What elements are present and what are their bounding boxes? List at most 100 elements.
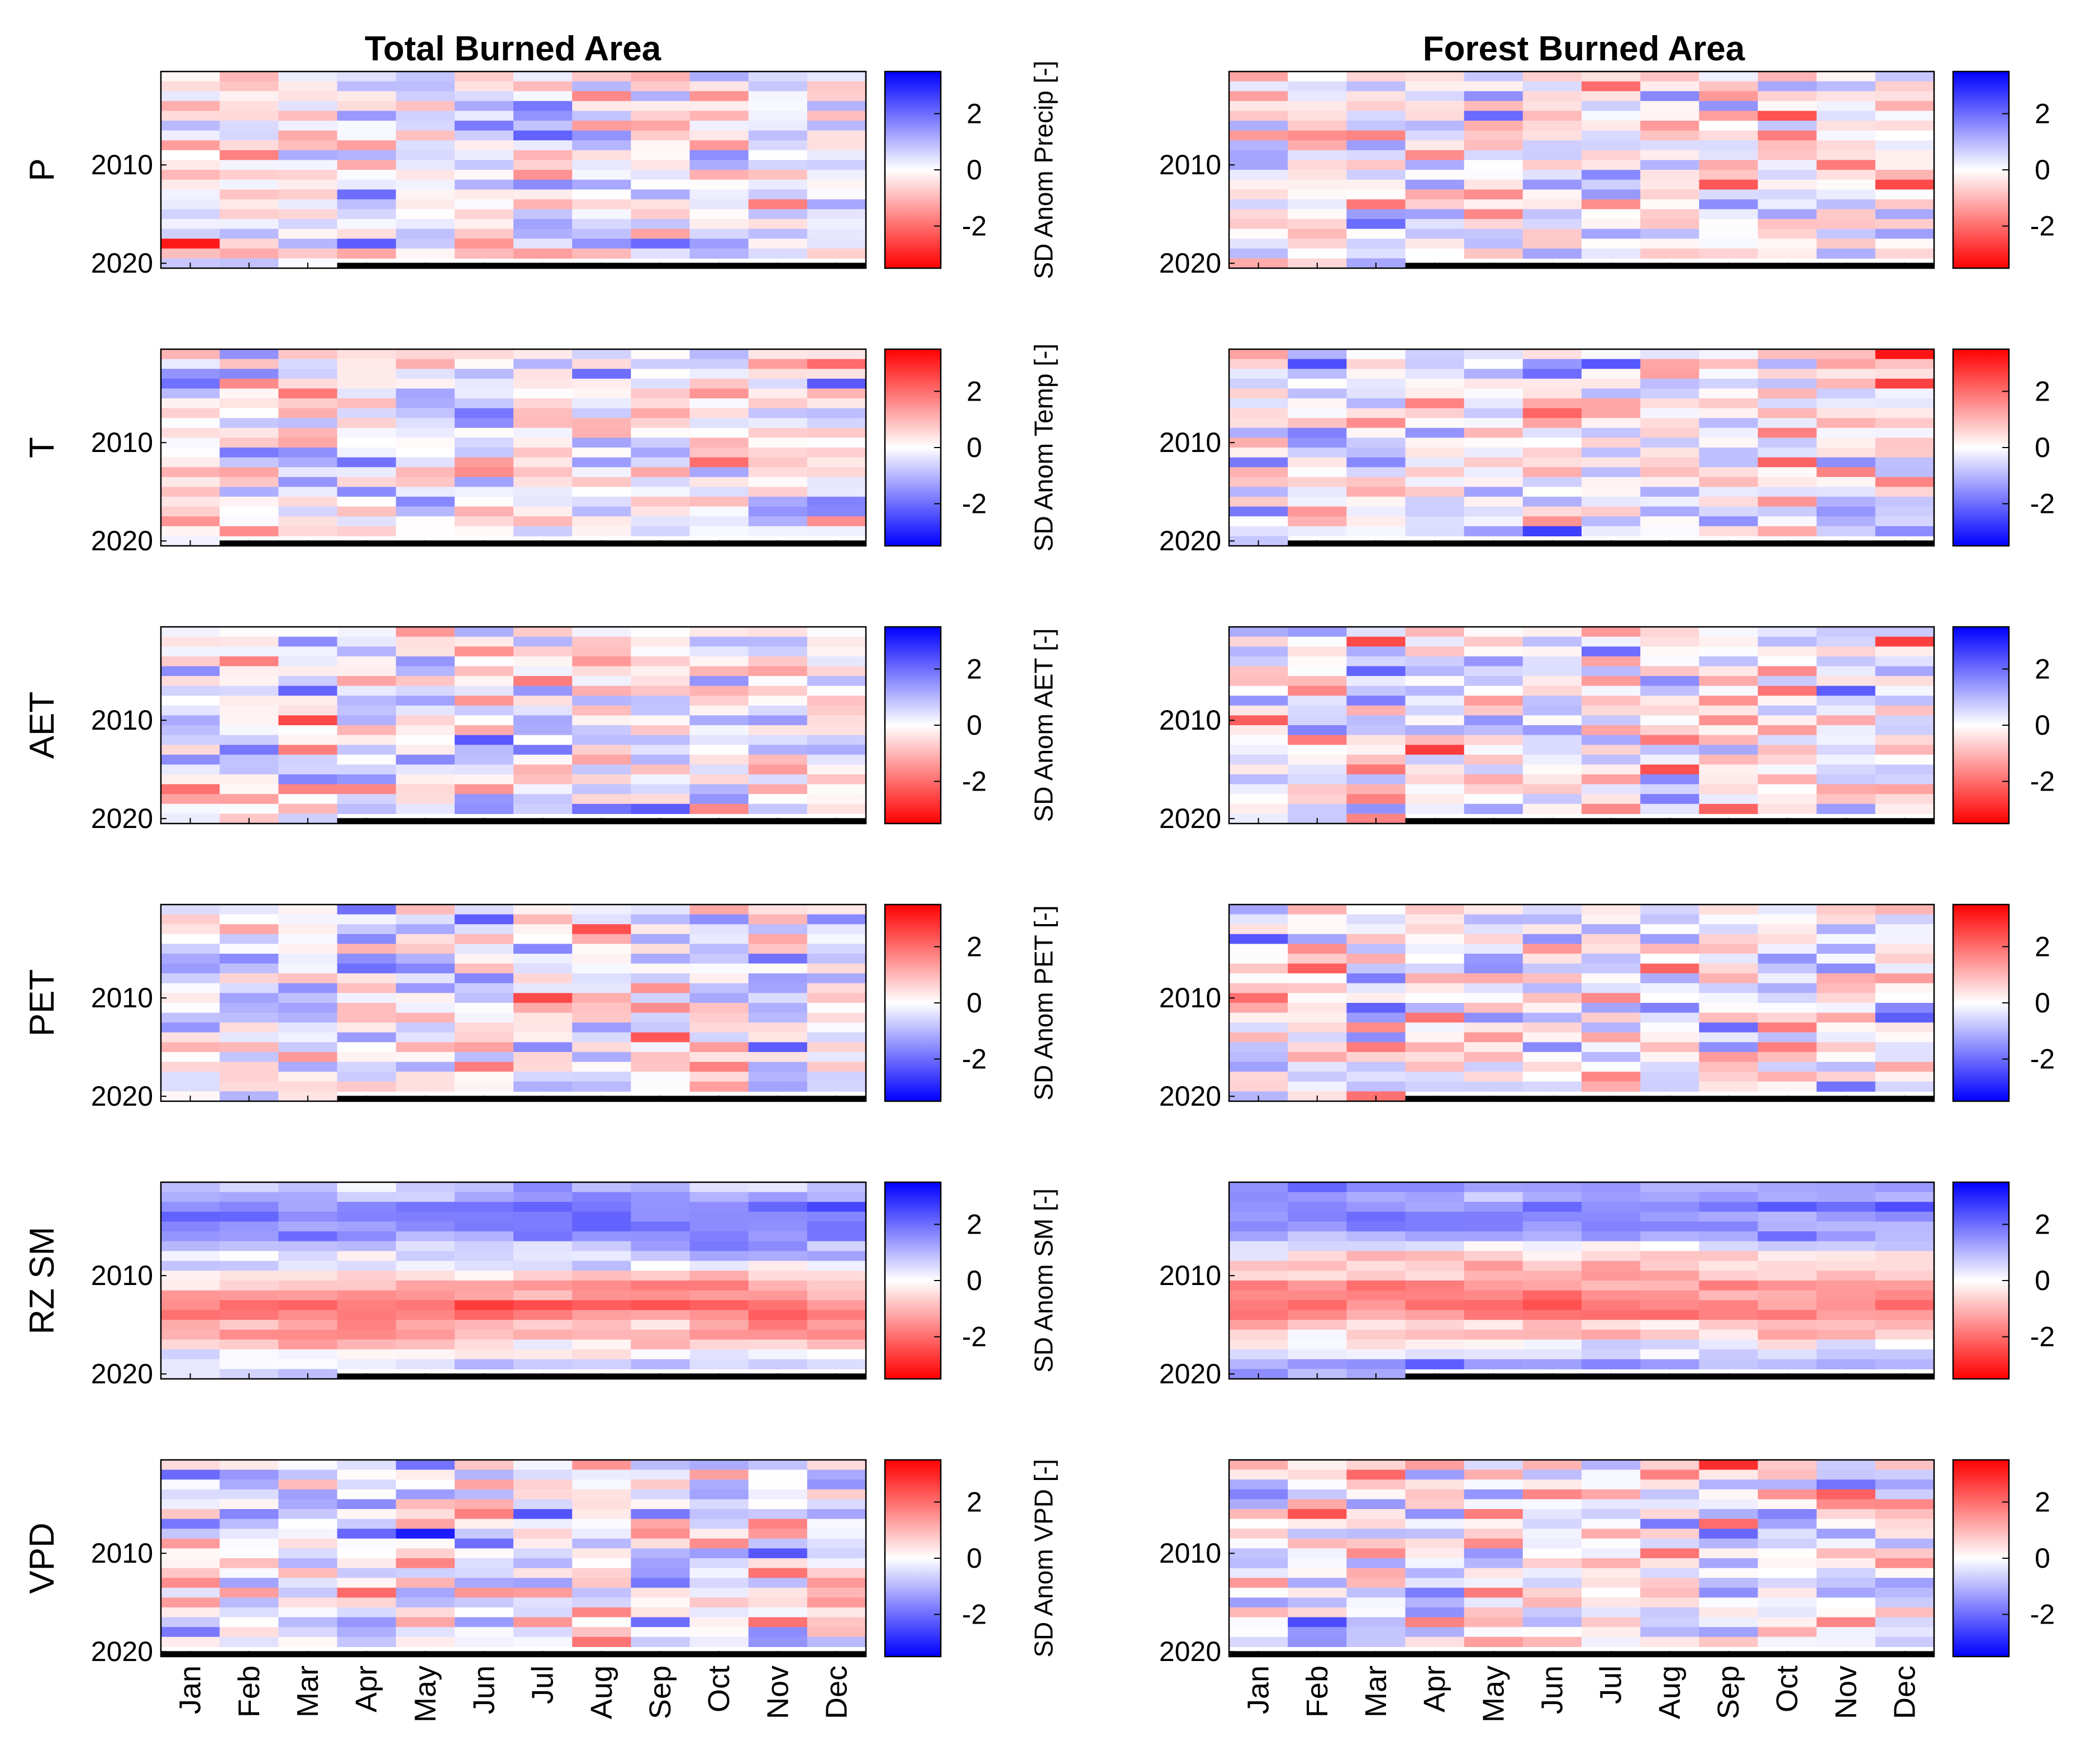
- heatmap-cell: [1758, 1519, 1817, 1529]
- heatmap-cell: [337, 388, 397, 399]
- heatmap-cell: [631, 705, 691, 716]
- heatmap-cell: [396, 388, 455, 399]
- heatmap-cell: [1229, 199, 1288, 210]
- heatmap-cell: [1640, 516, 1699, 527]
- heatmap-cell: [1699, 229, 1759, 239]
- heatmap-cell: [1875, 1072, 1935, 1082]
- heatmap-cell: [1875, 636, 1935, 647]
- heatmap-cell: [807, 627, 866, 637]
- heatmap-cell: [1640, 983, 1699, 993]
- heatmap-cell: [807, 140, 866, 151]
- heatmap-cell: [396, 696, 455, 706]
- heatmap-cell: [572, 1538, 631, 1549]
- heatmap-cell: [807, 239, 866, 249]
- heatmap-cell: [513, 1290, 573, 1301]
- heatmap-cell: [1875, 764, 1935, 775]
- heatmap-cell: [1699, 418, 1759, 429]
- heatmap-cell: [220, 1636, 279, 1647]
- heatmap-cell: [513, 189, 573, 200]
- heatmap-cell: [1229, 1529, 1288, 1539]
- heatmap-cell: [220, 1270, 279, 1281]
- heatmap-cell: [1875, 91, 1935, 102]
- heatmap-cell: [396, 111, 455, 121]
- heatmap-cell: [1816, 914, 1876, 925]
- heatmap-cell: [1346, 1529, 1406, 1539]
- heatmap-cell: [1229, 477, 1288, 487]
- heatmap-cell: [1405, 349, 1465, 360]
- heatmap-cell: [1640, 199, 1699, 210]
- heatmap-cell: [748, 229, 808, 239]
- heatmap-cell: [1229, 905, 1288, 915]
- heatmap-cell: [220, 1359, 279, 1369]
- heatmap-cell: [748, 248, 808, 259]
- heatmap-cell: [513, 121, 573, 131]
- heatmap-cell: [337, 963, 397, 974]
- heatmap-cell: [513, 1538, 573, 1549]
- heatmap-cell: [1758, 627, 1817, 637]
- heatmap-cell: [689, 1529, 749, 1539]
- heatmap-cell: [337, 1310, 397, 1320]
- heatmap-cell: [1582, 457, 1641, 468]
- heatmap-cell: [1464, 1072, 1523, 1082]
- heatmap-cell: [161, 656, 220, 667]
- heatmap-cell: [1522, 1509, 1582, 1520]
- heatmap-cell: [337, 993, 397, 1003]
- heatmap-cell: [1288, 1270, 1347, 1281]
- month-label-jan: Jan: [174, 1665, 207, 1714]
- heatmap-cell: [1229, 418, 1288, 429]
- month-label-apr: Apr: [1418, 1665, 1451, 1712]
- colorbar: [1952, 1181, 2010, 1380]
- heatmap-cell: [278, 150, 338, 160]
- panel-frame: [160, 626, 867, 825]
- heatmap-cell: [1582, 705, 1641, 716]
- heatmap-cell: [513, 408, 573, 418]
- heatmap-cell: [807, 1062, 866, 1072]
- heatmap-cell: [1464, 686, 1523, 696]
- heatmap-cell: [631, 487, 691, 497]
- heatmap-cell: [1816, 1012, 1876, 1023]
- heatmap-cell: [689, 91, 749, 102]
- heatmap-cell: [748, 1003, 808, 1013]
- heatmap-cell: [1288, 1578, 1347, 1588]
- heatmap-cell: [220, 467, 279, 478]
- heatmap-cell: [572, 497, 631, 507]
- heatmap-cell: [1875, 349, 1935, 360]
- heatmap-cell: [1816, 349, 1876, 360]
- heatmap-cell: [1522, 1330, 1582, 1340]
- heatmap-cell: [337, 1558, 397, 1569]
- column-titles: Total Burned Area Forest Burned Area: [365, 30, 1745, 68]
- heatmap-cell: [1464, 130, 1523, 141]
- heatmap-cell: [631, 199, 691, 210]
- heatmap-cell: [161, 378, 220, 389]
- heatmap-cell: [161, 219, 220, 230]
- heatmap-cell: [1405, 408, 1465, 418]
- heatmap-cell: [220, 418, 279, 429]
- heatmap-cell: [278, 457, 338, 468]
- heatmap-cell: [748, 526, 808, 536]
- heatmap-cell: [1582, 993, 1641, 1003]
- heatmap-cell: [220, 784, 279, 794]
- heatmap-cell: [1640, 1012, 1699, 1023]
- heatmap-cell: [1816, 81, 1876, 92]
- heatmap-cell: [396, 487, 455, 497]
- heatmap-cell: [1640, 676, 1699, 687]
- heatmap-cell: [748, 1202, 808, 1212]
- heatmap-cell: [278, 111, 338, 121]
- heatmap-cell: [278, 1290, 338, 1301]
- heatmap-cell: [337, 794, 397, 805]
- heatmap-cell: [337, 973, 397, 984]
- heatmap-cell: [161, 111, 220, 121]
- heatmap-cell: [807, 1617, 866, 1627]
- heatmap-cell: [454, 427, 514, 438]
- heatmap-cell: [631, 636, 691, 647]
- heatmap-cell: [1699, 457, 1759, 468]
- heatmap-cell: [161, 1499, 220, 1510]
- heatmap-cell: [1699, 506, 1759, 517]
- heatmap-cell: [1816, 1281, 1876, 1291]
- heatmap-cell: [572, 696, 631, 706]
- row-label-aet: AET: [23, 692, 61, 759]
- heatmap-cell: [748, 1578, 808, 1588]
- heatmap-cell: [396, 427, 455, 438]
- heatmap-cell: [161, 983, 220, 993]
- heatmap-cell: [1229, 1587, 1288, 1598]
